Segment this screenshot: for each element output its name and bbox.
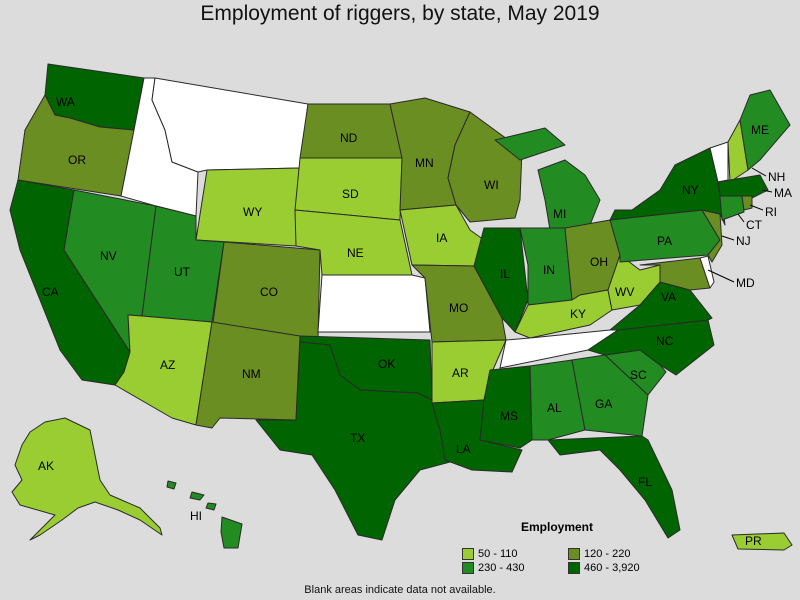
state-mt[interactable] (151, 77, 309, 173)
label-hi: HI (190, 509, 202, 523)
label-ct: CT (746, 218, 763, 232)
state-ks[interactable] (317, 274, 431, 333)
callout-line-md (707, 269, 735, 283)
state-hi[interactable] (166, 480, 243, 549)
legend-label: 230 - 430 (478, 562, 525, 574)
state-pr[interactable] (731, 532, 793, 551)
callout-line-ct (737, 213, 745, 223)
label-il: IL (500, 267, 510, 281)
label-sc: SC (630, 368, 647, 382)
label-nc: NC (656, 334, 674, 348)
label-wy: WY (243, 205, 262, 219)
map-title: Employment of riggers, by state, May 201… (200, 2, 600, 25)
label-va: VA (661, 290, 676, 304)
legend-swatch (462, 562, 474, 574)
legend-title: Employment (521, 520, 594, 534)
label-ri: RI (765, 205, 777, 219)
state-labels: WA OR CA NV WY UT AZ CO NM ND SD NE OK T… (38, 95, 792, 548)
state-al[interactable] (529, 359, 586, 441)
label-fl: FL (638, 475, 652, 489)
legend-item-120-220: 120 - 220 (568, 548, 630, 560)
state-ri[interactable] (741, 195, 753, 211)
label-pa: PA (657, 234, 672, 248)
label-sd: SD (342, 187, 359, 201)
label-ia: IA (436, 231, 447, 245)
state-de[interactable] (699, 255, 715, 289)
legend-item-460-3920: 460 - 3,920 (568, 562, 640, 574)
label-in: IN (543, 263, 555, 277)
label-me: ME (751, 123, 769, 137)
label-mi: MI (553, 207, 566, 221)
label-co: CO (260, 285, 278, 299)
label-nd: ND (340, 131, 358, 145)
label-ak: AK (38, 459, 54, 473)
label-ma: MA (774, 186, 792, 200)
label-ga: GA (595, 397, 612, 411)
label-al: AL (547, 401, 562, 415)
label-oh: OH (590, 255, 608, 269)
legend-label: 120 - 220 (584, 548, 631, 560)
label-md: MD (736, 276, 755, 290)
footnote: Blank areas indicate data not available. (304, 584, 496, 596)
label-nm: NM (242, 367, 261, 381)
legend-item-50-110: 50 - 110 (462, 548, 518, 560)
state-mi[interactable] (494, 127, 601, 231)
callout-line-ri (749, 204, 764, 211)
label-ny: NY (682, 183, 699, 197)
legend-label: 460 - 3,920 (584, 562, 640, 574)
legend-item-230-430: 230 - 430 (462, 562, 524, 574)
state-ny[interactable] (609, 147, 726, 226)
state-ak[interactable] (11, 417, 163, 541)
label-wa: WA (56, 95, 75, 109)
label-pr: PR (745, 534, 762, 548)
label-nh: NH (768, 170, 785, 184)
label-ne: NE (347, 246, 364, 260)
label-nv: NV (100, 249, 117, 263)
state-me[interactable] (739, 89, 791, 171)
label-or: OR (68, 153, 86, 167)
label-ky: KY (570, 307, 586, 321)
legend-swatch (568, 562, 580, 574)
legend-label: 50 - 110 (478, 548, 518, 560)
label-mo: MO (449, 301, 468, 315)
label-ok: OK (378, 357, 395, 371)
label-wv: WV (615, 285, 634, 299)
label-az: AZ (160, 358, 175, 372)
callout-line-ma (761, 189, 773, 193)
label-la: LA (456, 442, 471, 456)
label-wi: WI (484, 178, 499, 192)
label-ms: MS (500, 409, 518, 423)
label-mn: MN (415, 156, 434, 170)
legend-swatch (462, 548, 474, 560)
label-ar: AR (452, 366, 469, 380)
state-tx[interactable] (255, 341, 451, 541)
label-tx: TX (350, 431, 365, 445)
state-ma[interactable] (717, 174, 769, 199)
label-ut: UT (174, 265, 191, 279)
label-nj: NJ (736, 234, 751, 248)
state-ga[interactable] (571, 354, 649, 437)
callout-line-nh (751, 167, 767, 177)
label-ca: CA (42, 285, 59, 299)
state-fl[interactable] (547, 435, 681, 539)
legend-swatch (568, 548, 580, 560)
callout-line-nj (721, 235, 735, 241)
